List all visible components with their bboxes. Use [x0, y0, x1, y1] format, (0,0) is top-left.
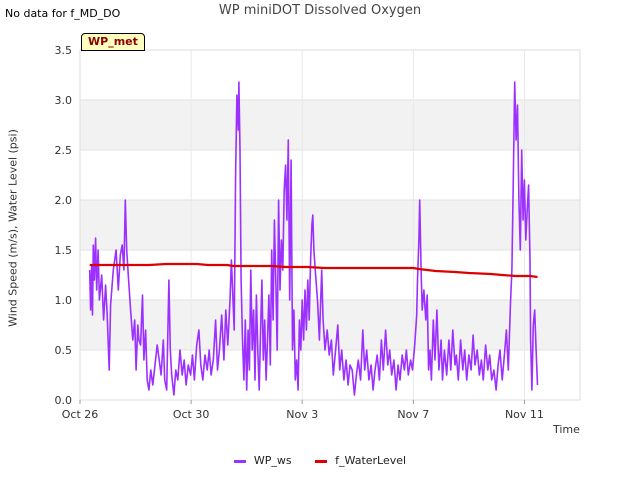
background-bands [80, 100, 580, 350]
x-axis-label: Time [553, 423, 580, 436]
chart-title: WP miniDOT Dissolved Oxygen [218, 3, 422, 18]
series-line-water-level [89, 262, 538, 279]
y-tick-label: 1.0 [55, 294, 73, 307]
station-badge: WP_met [81, 33, 145, 51]
x-tick-label: Nov 7 [397, 408, 429, 421]
legend-item-water-level[interactable]: f_WaterLevel [315, 454, 406, 467]
legend-label-wp-ws: WP_ws [253, 454, 292, 467]
y-axis: 0.0 0.5 1.0 1.5 2.0 2.5 3.0 3.5 [55, 44, 73, 407]
x-axis: Oct 26 Oct 30 Nov 3 Nov 7 Nov 11 [62, 400, 544, 421]
x-tick-label: Oct 26 [62, 408, 99, 421]
y-tick-label: 2.5 [55, 144, 73, 157]
series-layer [88, 81, 539, 396]
x-tick-label: Oct 30 [173, 408, 210, 421]
y-tick-label: 2.0 [55, 194, 73, 207]
y-tick-label: 0.5 [55, 344, 73, 357]
plot-frame [79, 49, 581, 401]
x-tick-label: Nov 11 [505, 408, 544, 421]
y-tick-label: 3.0 [55, 94, 73, 107]
y-tick-label: 1.5 [55, 244, 73, 257]
background-band [80, 200, 580, 250]
legend: WP_ws f_WaterLevel [0, 454, 640, 467]
y-tick-label: 0.0 [55, 394, 73, 407]
legend-swatch-wp-ws [233, 459, 246, 463]
legend-item-wp-ws[interactable]: WP_ws [233, 454, 292, 467]
y-axis-label: Wind Speed (m/s), Water Level (psi) [6, 129, 20, 327]
background-band [80, 100, 580, 150]
x-tick-label: Nov 3 [286, 408, 318, 421]
legend-swatch-water-level [315, 459, 328, 463]
no-data-notice: No data for f_MD_DO [5, 7, 121, 20]
y-tick-label: 3.5 [55, 44, 73, 57]
series-line-wp-ws [88, 81, 539, 396]
legend-label-water-level: f_WaterLevel [335, 454, 407, 467]
